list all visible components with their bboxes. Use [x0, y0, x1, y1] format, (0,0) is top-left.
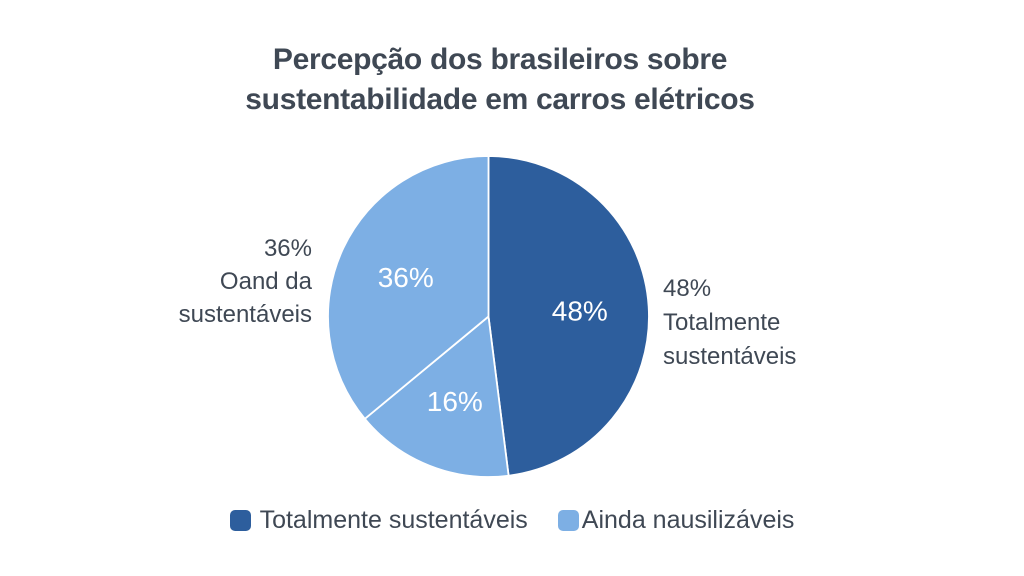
callout-right-line-3: sustentáveis [663, 343, 797, 370]
pie-slice-36% [327, 155, 490, 420]
pie-slice-16% [363, 315, 510, 478]
callout-right-line-2: Totalmente [663, 309, 781, 336]
callout-right-line-1: 48% [663, 275, 712, 302]
pie-slice-48% [487, 155, 650, 477]
legend-swatch-dark-blue-icon [229, 510, 251, 531]
pie-slice-label-16%: 16% [427, 386, 483, 417]
legend-item-ainda: Ainda nausilizáveis [557, 506, 795, 535]
pie-chart: 48% 16% 36% [318, 146, 659, 487]
legend-label: Ainda nausilizáveis [581, 506, 795, 534]
legend: Totalmente sustentáveis Ainda nausilizáv… [0, 506, 1024, 535]
page-title: Percepção dos brasileiros sobre sustenta… [0, 40, 1000, 120]
legend-label: Totalmente sustentáveis [259, 506, 528, 534]
callout-left-line-2: Oand da [219, 268, 312, 295]
callout-left: 36% Oand da sustentáveis [179, 232, 312, 331]
title-line-1: Percepção dos brasileiros sobre [272, 43, 728, 76]
legend-swatch-light-blue-icon [557, 510, 579, 531]
pie-slice-label-48%: 48% [552, 295, 608, 326]
callout-left-line-3: sustentáveis [178, 301, 312, 328]
legend-item-totalmente: Totalmente sustentáveis [229, 506, 528, 535]
title-line-2: sustentabilidade em carros elétricos [245, 83, 755, 116]
callout-right: 48% Totalmente sustentáveis [663, 272, 796, 374]
pie-svg: 48% 16% 36% [327, 155, 650, 478]
callout-left-line-1: 36% [263, 235, 312, 262]
pie-slice-label-36%: 36% [378, 262, 434, 293]
